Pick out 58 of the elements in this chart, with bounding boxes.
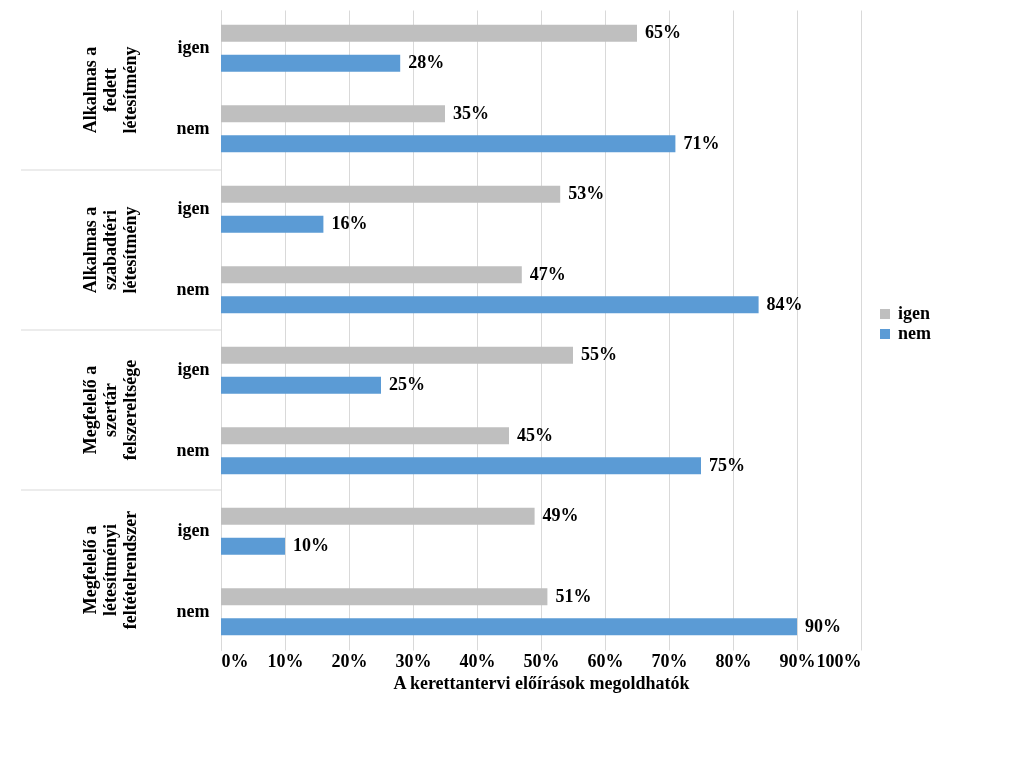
x-tick-label: 40% [459,650,496,671]
data-label: 75% [709,454,745,475]
data-label: 47% [529,263,566,284]
y-tick-label: igen [177,520,210,541]
y-tick-label: nem [176,117,210,138]
data-label: 55% [581,344,617,365]
x-tick-label: 30% [395,650,432,671]
data-label: 84% [766,293,803,314]
x-tick-label: 10% [267,650,304,671]
bar [221,537,285,555]
x-tick-label: 100% [816,650,862,671]
data-label: 49% [542,505,579,526]
bar [221,507,535,525]
x-tick-label: 60% [587,650,624,671]
y-tick-label: igen [177,37,210,58]
x-tick-label: 90% [779,650,816,671]
data-label: 53% [568,183,605,204]
text: Alkalmas a fedett létesítmény [80,46,140,134]
y-tick-label: igen [177,359,210,380]
bar [221,427,509,445]
bar [221,346,573,364]
bar [221,215,324,233]
bar [221,24,637,42]
bar [221,54,401,72]
legend-label: igen [898,303,931,323]
data-label: 90% [805,615,841,636]
x-axis-title: A kerettantervi előírások megoldhatók [393,672,690,693]
text: Megfelelő a szertár felszereltsége [80,359,140,461]
bar [221,135,676,153]
bar [221,618,797,636]
data-label: 65% [645,22,681,43]
legend-label: nem [898,323,931,343]
text: Megfelelő a létesítményi feltételrendszer [80,510,140,630]
data-label: 35% [453,102,489,123]
data-label: 71% [683,132,720,153]
y-tick-label: nem [176,278,210,299]
y-tick-label: igen [177,198,210,219]
y-tick-label: nem [176,439,210,460]
data-label: 25% [389,374,425,395]
x-tick-label: 50% [523,650,560,671]
x-tick-label: 20% [331,650,368,671]
x-tick-label: 70% [651,650,688,671]
bar [221,185,561,203]
data-label: 16% [331,213,368,234]
data-label: 45% [517,424,553,445]
text: Alkalmas a szabadtéri létesítmény [80,206,140,294]
data-label: 51% [555,585,592,606]
x-tick-label: 0% [221,650,249,671]
bar [221,588,548,606]
x-tick-label: 80% [715,650,752,671]
bar [221,296,759,314]
data-label: 28% [408,52,445,73]
bar [221,457,701,475]
bar [221,266,522,284]
bar [221,105,445,123]
y-tick-label: nem [176,600,210,621]
bar [221,376,381,394]
data-label: 10% [293,535,329,556]
